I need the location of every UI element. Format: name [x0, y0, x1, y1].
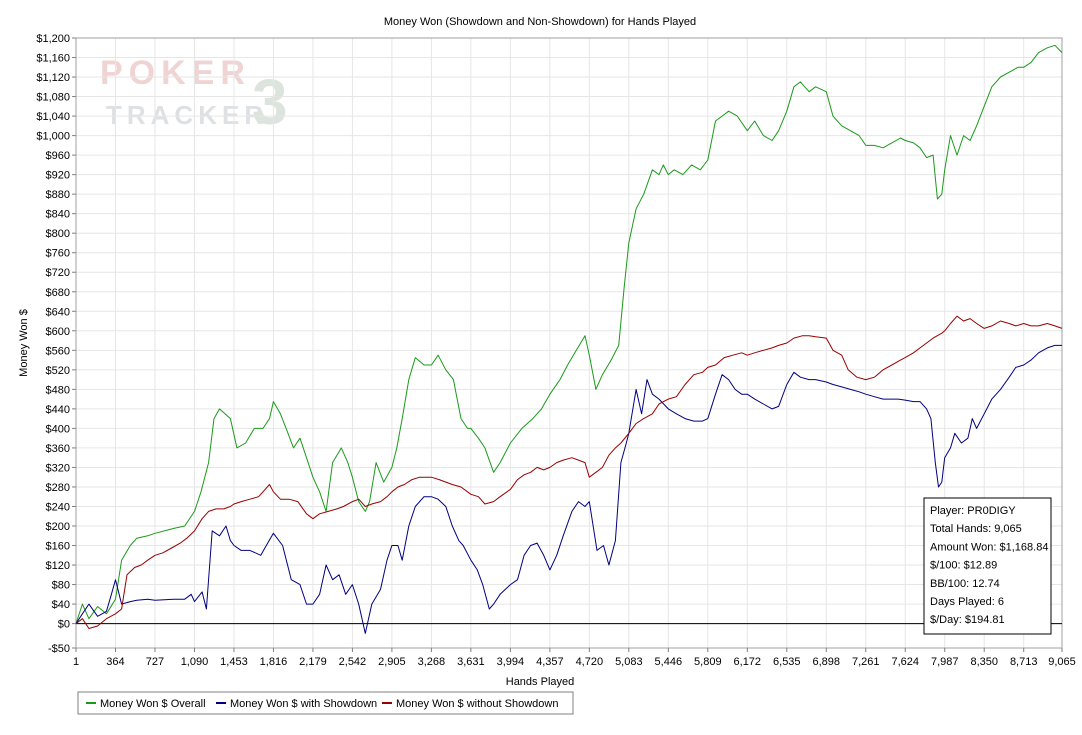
stats-box-frame [923, 497, 1052, 635]
y-tick-label: $480 [46, 384, 70, 396]
x-tick-label: 8,713 [1010, 656, 1038, 668]
x-tick-label: 6,172 [734, 656, 762, 668]
chart-title: Money Won (Showdown and Non-Showdown) fo… [384, 16, 696, 28]
x-tick-label: 2,542 [339, 656, 367, 668]
stats-line: BB/100: 12.74 [930, 578, 1000, 590]
legend-frame [77, 691, 574, 715]
stats-line: $/100: $12.89 [930, 560, 997, 572]
y-tick-label: $1,160 [36, 53, 70, 65]
logo-mark: 3 [252, 66, 288, 138]
series-line-3 [75, 315, 1063, 629]
x-tick-label: 1,453 [220, 656, 248, 668]
logo-line1: POKER [100, 54, 251, 92]
y-tick-label: $280 [46, 482, 70, 494]
legend: Money Won $ Overall Money Won $ with Show… [77, 691, 574, 715]
x-tick-label: 6,898 [813, 656, 841, 668]
x-axis: 1 364 727 1,090 1,453 1,816 2,179 2,542 2,905 3,2… [73, 648, 1076, 668]
series-line-1 [75, 44, 1063, 624]
y-tick-label: $560 [46, 345, 70, 357]
y-tick-label: $80 [52, 580, 70, 592]
y-tick-label: $120 [46, 560, 70, 572]
x-tick-label: 2,179 [299, 656, 327, 668]
y-tick-label: $680 [46, 287, 70, 299]
x-tick-label: 8,350 [970, 656, 998, 668]
stats-line: $/Day: $194.81 [930, 614, 1005, 626]
legend-label: Money Won $ Overall [100, 698, 206, 710]
stats-line: Days Played: 6 [930, 596, 1004, 608]
stats-box: Player: PR0DIGY Total Hands: 9,065 Amount … [923, 497, 1052, 635]
legend-label: Money Won $ without Showdown [396, 698, 558, 710]
x-tick-label: 7,624 [891, 656, 919, 668]
x-tick-label: 3,268 [418, 656, 446, 668]
y-tick-label: $1,040 [36, 111, 70, 123]
y-tick-label: $320 [46, 462, 70, 474]
series-layer [75, 44, 1063, 634]
y-tick-label: $640 [46, 306, 70, 318]
x-tick-label: 364 [106, 656, 124, 668]
stats-lines: Player: PR0DIGY Total Hands: 9,065 Amount … [930, 505, 1048, 626]
y-tick-label: $1,120 [36, 72, 70, 84]
y-tick-label: $200 [46, 521, 70, 533]
x-tick-label: 5,083 [615, 656, 643, 668]
x-tick-label: 2,905 [378, 656, 406, 668]
x-tick-label: 1 [73, 656, 79, 668]
x-tick-label: 5,809 [694, 656, 722, 668]
y-tick-label: $800 [46, 228, 70, 240]
x-tick-label: 1,090 [181, 656, 209, 668]
y-tick-label: $840 [46, 209, 70, 221]
x-tick-label: 3,631 [457, 656, 485, 668]
y-tick-label: $920 [46, 170, 70, 182]
x-tick-label: 4,720 [576, 656, 604, 668]
x-tick-label: 7,261 [852, 656, 880, 668]
x-tick-label: 9,065 [1048, 656, 1076, 668]
y-axis-label: Money Won $ [18, 309, 30, 377]
series-line-2 [75, 344, 1062, 634]
x-axis-label: Hands Played [506, 676, 575, 688]
y-tick-label: $400 [46, 423, 70, 435]
x-tick-label: 727 [146, 656, 164, 668]
y-tick-label: $880 [46, 189, 70, 201]
y-tick-label: $1,000 [36, 131, 70, 143]
x-tick-label: 1,816 [260, 656, 288, 668]
y-tick-label: $960 [46, 150, 70, 162]
y-tick-label: $160 [46, 541, 70, 553]
y-tick-label: $760 [46, 248, 70, 260]
x-tick-label: 3,994 [497, 656, 525, 668]
y-tick-label: $40 [52, 599, 70, 611]
y-tick-label: $600 [46, 326, 70, 338]
legend-label: Money Won $ with Showdown [230, 698, 377, 710]
legend-items: Money Won $ Overall Money Won $ with Show… [86, 698, 558, 710]
y-tick-label: $1,200 [36, 33, 70, 45]
pokertracker-logo: POKER TRACKER 3 [100, 54, 288, 138]
plot-area-border [75, 37, 1063, 649]
x-tick-label: 4,357 [536, 656, 564, 668]
x-tick-label: 7,987 [931, 656, 959, 668]
stats-line: Amount Won: $1,168.84 [930, 541, 1048, 553]
y-tick-label: $360 [46, 443, 70, 455]
y-tick-label: -$50 [48, 643, 70, 655]
logo-line2: TRACKER [106, 100, 268, 130]
x-tick-label: 6,535 [773, 656, 801, 668]
y-tick-label: $720 [46, 267, 70, 279]
y-tick-label: $440 [46, 404, 70, 416]
stats-line: Player: PR0DIGY [930, 505, 1016, 517]
y-tick-label: $240 [46, 501, 70, 513]
y-tick-label: $520 [46, 365, 70, 377]
stats-line: Total Hands: 9,065 [930, 523, 1022, 535]
y-axis: -$50 $0 $40 $80 $120 $160 $200 $240 $280 $320 $360… [36, 33, 76, 655]
x-tick-label: 5,446 [655, 656, 683, 668]
y-tick-label: $1,080 [36, 92, 70, 104]
y-tick-label: $0 [58, 619, 70, 631]
